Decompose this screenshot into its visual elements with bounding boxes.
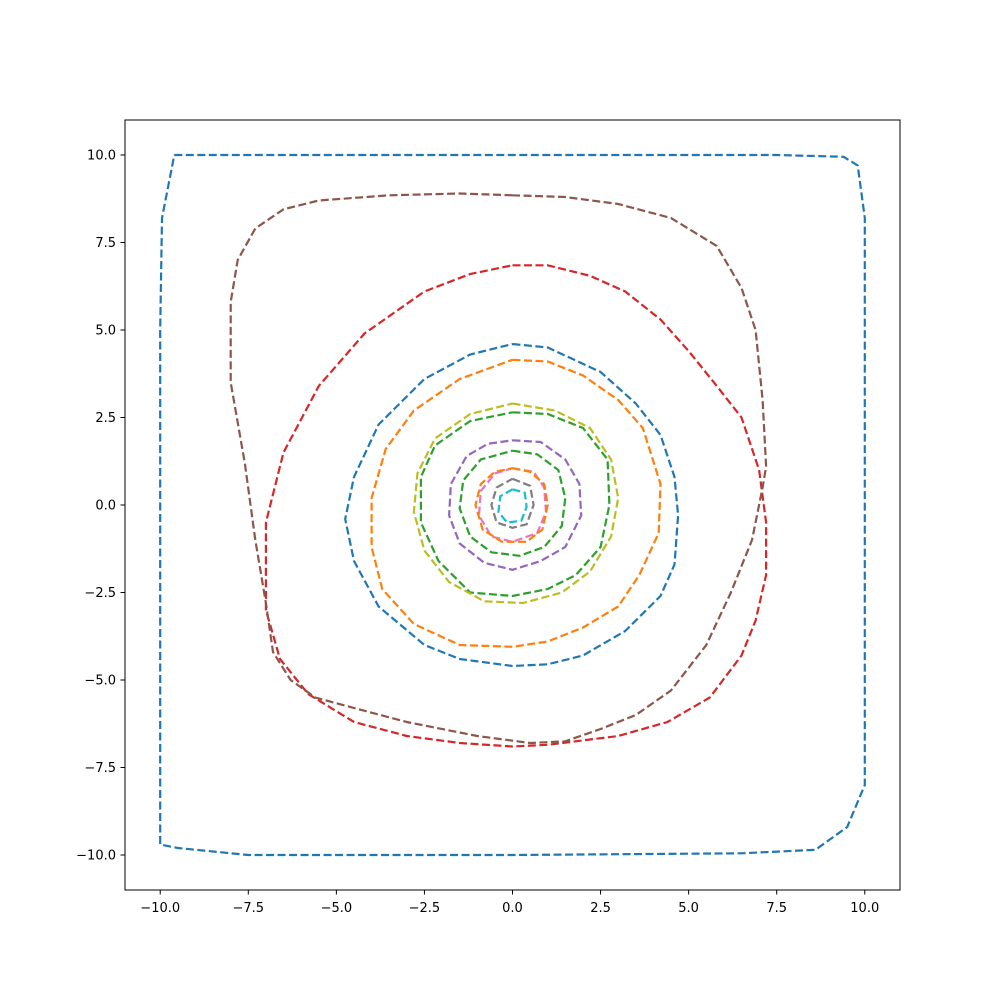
- y-tick-label: −5.0: [84, 674, 116, 689]
- series-line-6: [229, 192, 768, 745]
- series-line-1: [159, 153, 866, 857]
- series-line-11: [344, 342, 680, 668]
- series-line-9: [412, 402, 620, 605]
- y-axis: 10.0 7.5 5.0 2.5 0.0 −2.5 −5.0 −7.5 −10.0: [76, 149, 125, 864]
- series-line-5: [447, 439, 583, 571]
- series-line-3: [419, 411, 611, 598]
- series-line-2: [370, 358, 662, 648]
- x-tick-label: 5.0: [678, 901, 699, 916]
- series-line-8: [490, 477, 535, 529]
- y-tick-label: −10.0: [76, 849, 116, 864]
- x-tick-label: 0.0: [502, 901, 523, 916]
- x-tick-label: −10.0: [140, 901, 180, 916]
- y-tick-label: 7.5: [95, 236, 116, 251]
- series-layer: [159, 153, 866, 857]
- y-tick-label: −2.5: [84, 586, 116, 601]
- x-tick-label: 10.0: [850, 901, 879, 916]
- x-axis: −10.0 −7.5 −5.0 −2.5 0.0 2.5 5.0 7.5 10.0: [140, 890, 879, 916]
- series-line-10: [497, 488, 528, 524]
- x-tick-label: −2.5: [409, 901, 441, 916]
- x-tick-label: −5.0: [321, 901, 353, 916]
- y-tick-label: 2.5: [95, 411, 116, 426]
- x-tick-label: 2.5: [590, 901, 611, 916]
- series-line-12: [474, 467, 549, 543]
- x-tick-label: −7.5: [233, 901, 265, 916]
- y-tick-label: −7.5: [84, 761, 116, 776]
- y-tick-label: 10.0: [87, 149, 116, 164]
- x-tick-label: 7.5: [766, 901, 787, 916]
- y-tick-label: 0.0: [95, 499, 116, 514]
- series-line-13: [458, 449, 567, 557]
- y-tick-label: 5.0: [95, 324, 116, 339]
